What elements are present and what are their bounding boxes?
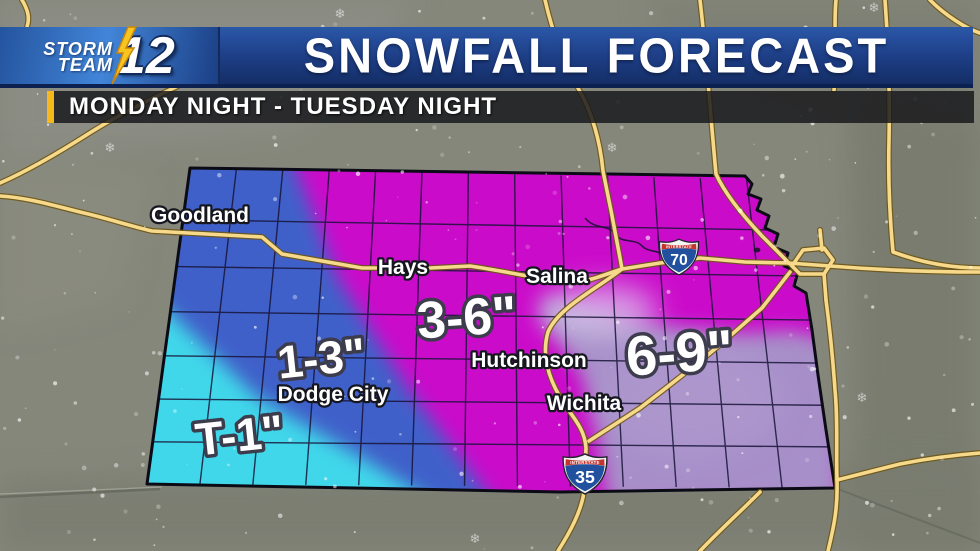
station-logo-line2: TEAM — [57, 54, 113, 75]
snowflake-icon: ❄ — [869, 0, 880, 15]
city-label: Goodland — [151, 204, 249, 227]
header-bar: STORM TEAM 12 SNOWFALL FORECAST — [0, 25, 973, 88]
city-labels: Goodland Hays Salina Hutchinson Wichita Dodge… — [149, 202, 624, 418]
timeframe-text: MONDAY NIGHT - TUESDAY NIGHT — [69, 93, 498, 120]
title-panel: SNOWFALL FORECAST — [220, 27, 973, 84]
snowflake-icon: ❄ — [105, 140, 116, 155]
timeframe-accent — [47, 91, 54, 123]
snowfall-amount-label: 6-9" — [624, 317, 736, 387]
snowfall-amount-label: T-1" — [193, 405, 286, 466]
interstate-shield-caption: INTERSTATE — [666, 245, 692, 249]
city-label: Wichita — [547, 392, 622, 415]
snowflake-decorations: ❄ ❄ ❄ ❄ ❄ ❄ — [105, 0, 880, 546]
timeframe-bar: MONDAY NIGHT - TUESDAY NIGHT — [47, 91, 974, 123]
city-label: Salina — [526, 265, 588, 288]
interstate-shield: INTERSTATE 70 — [658, 238, 700, 276]
snowflake-icon: ❄ — [470, 531, 481, 546]
station-logo-words: STORM TEAM — [43, 38, 113, 75]
station-logo-number: 12 — [111, 25, 175, 84]
interstate-shield: INTERSTATE 35 — [562, 453, 608, 495]
interstate-shields: INTERSTATE 70 INTERSTATE 35 — [562, 238, 700, 495]
snowflake-icon: ❄ — [335, 6, 346, 21]
city-label: Hays — [378, 256, 428, 279]
county-grid — [152, 168, 830, 488]
snowflake-icon: ❄ — [857, 390, 868, 405]
city-label: Dodge City — [278, 383, 389, 406]
page-title: SNOWFALL FORECAST — [303, 27, 890, 84]
snowfall-amount-label: 3-6" — [415, 286, 519, 351]
interstate-shield-number: 70 — [670, 252, 688, 269]
interstate-shield-number: 35 — [575, 467, 595, 487]
snowfall-amount-label: 1-3" — [275, 328, 368, 389]
snowflake-icon: ❄ — [607, 140, 618, 155]
interstate-shield-caption: INTERSTATE — [570, 460, 600, 465]
city-label: Hutchinson — [471, 349, 587, 372]
station-number-text: 12 — [116, 26, 175, 85]
station-logo: STORM TEAM 12 — [0, 25, 220, 84]
station-logo-line1: STORM — [43, 38, 113, 59]
snowfall-amount-labels: T-1" 1-3" 3-6" 6-9" — [189, 282, 739, 469]
